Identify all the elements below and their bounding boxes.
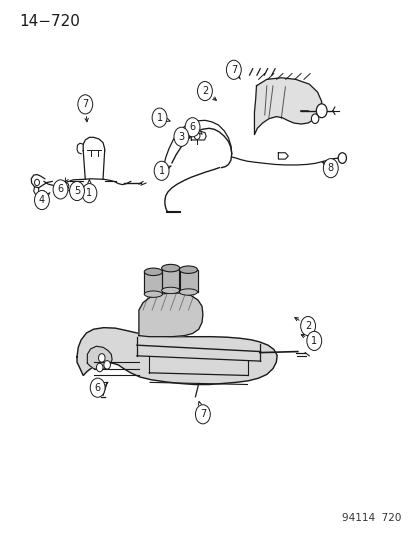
- Circle shape: [323, 159, 337, 177]
- Text: 6: 6: [189, 122, 195, 132]
- Polygon shape: [139, 293, 202, 337]
- Text: 3: 3: [178, 132, 184, 142]
- Text: 8: 8: [327, 163, 333, 173]
- Polygon shape: [87, 346, 112, 370]
- Circle shape: [34, 190, 49, 209]
- Circle shape: [104, 361, 110, 369]
- Text: 14−720: 14−720: [19, 14, 80, 29]
- Circle shape: [90, 378, 105, 397]
- Circle shape: [300, 317, 315, 336]
- Circle shape: [69, 181, 84, 200]
- Ellipse shape: [144, 268, 162, 276]
- Text: 2: 2: [201, 86, 208, 96]
- Text: 94114  720: 94114 720: [341, 513, 400, 523]
- Ellipse shape: [161, 287, 179, 294]
- Text: 1: 1: [311, 336, 317, 346]
- Circle shape: [185, 118, 199, 137]
- Polygon shape: [144, 272, 162, 294]
- Text: 7: 7: [199, 409, 206, 419]
- Text: 1: 1: [156, 112, 162, 123]
- Text: 7: 7: [230, 65, 236, 75]
- Circle shape: [78, 95, 93, 114]
- Circle shape: [173, 127, 188, 147]
- Text: 4: 4: [39, 195, 45, 205]
- Circle shape: [337, 153, 346, 164]
- Circle shape: [195, 405, 210, 424]
- Circle shape: [311, 114, 318, 124]
- Circle shape: [34, 179, 39, 185]
- Polygon shape: [161, 268, 179, 290]
- Polygon shape: [77, 328, 276, 384]
- Circle shape: [197, 82, 212, 101]
- Polygon shape: [179, 270, 197, 292]
- Text: 6: 6: [57, 184, 64, 195]
- Circle shape: [316, 104, 326, 118]
- Circle shape: [96, 364, 103, 372]
- Polygon shape: [254, 78, 321, 135]
- Text: 2: 2: [304, 321, 311, 331]
- Text: 5: 5: [74, 186, 80, 196]
- Circle shape: [154, 161, 169, 180]
- Ellipse shape: [179, 289, 197, 295]
- Text: 1: 1: [86, 188, 92, 198]
- Circle shape: [306, 332, 321, 351]
- Polygon shape: [191, 131, 206, 140]
- Circle shape: [194, 132, 199, 140]
- Text: 7: 7: [82, 99, 88, 109]
- Circle shape: [82, 183, 97, 203]
- Text: 6: 6: [94, 383, 100, 393]
- Ellipse shape: [144, 291, 162, 297]
- Ellipse shape: [161, 264, 179, 272]
- Ellipse shape: [179, 266, 197, 273]
- Text: 1: 1: [158, 166, 164, 176]
- Circle shape: [63, 182, 69, 190]
- Circle shape: [226, 60, 241, 79]
- Circle shape: [53, 180, 68, 199]
- Circle shape: [152, 108, 166, 127]
- Circle shape: [98, 354, 105, 362]
